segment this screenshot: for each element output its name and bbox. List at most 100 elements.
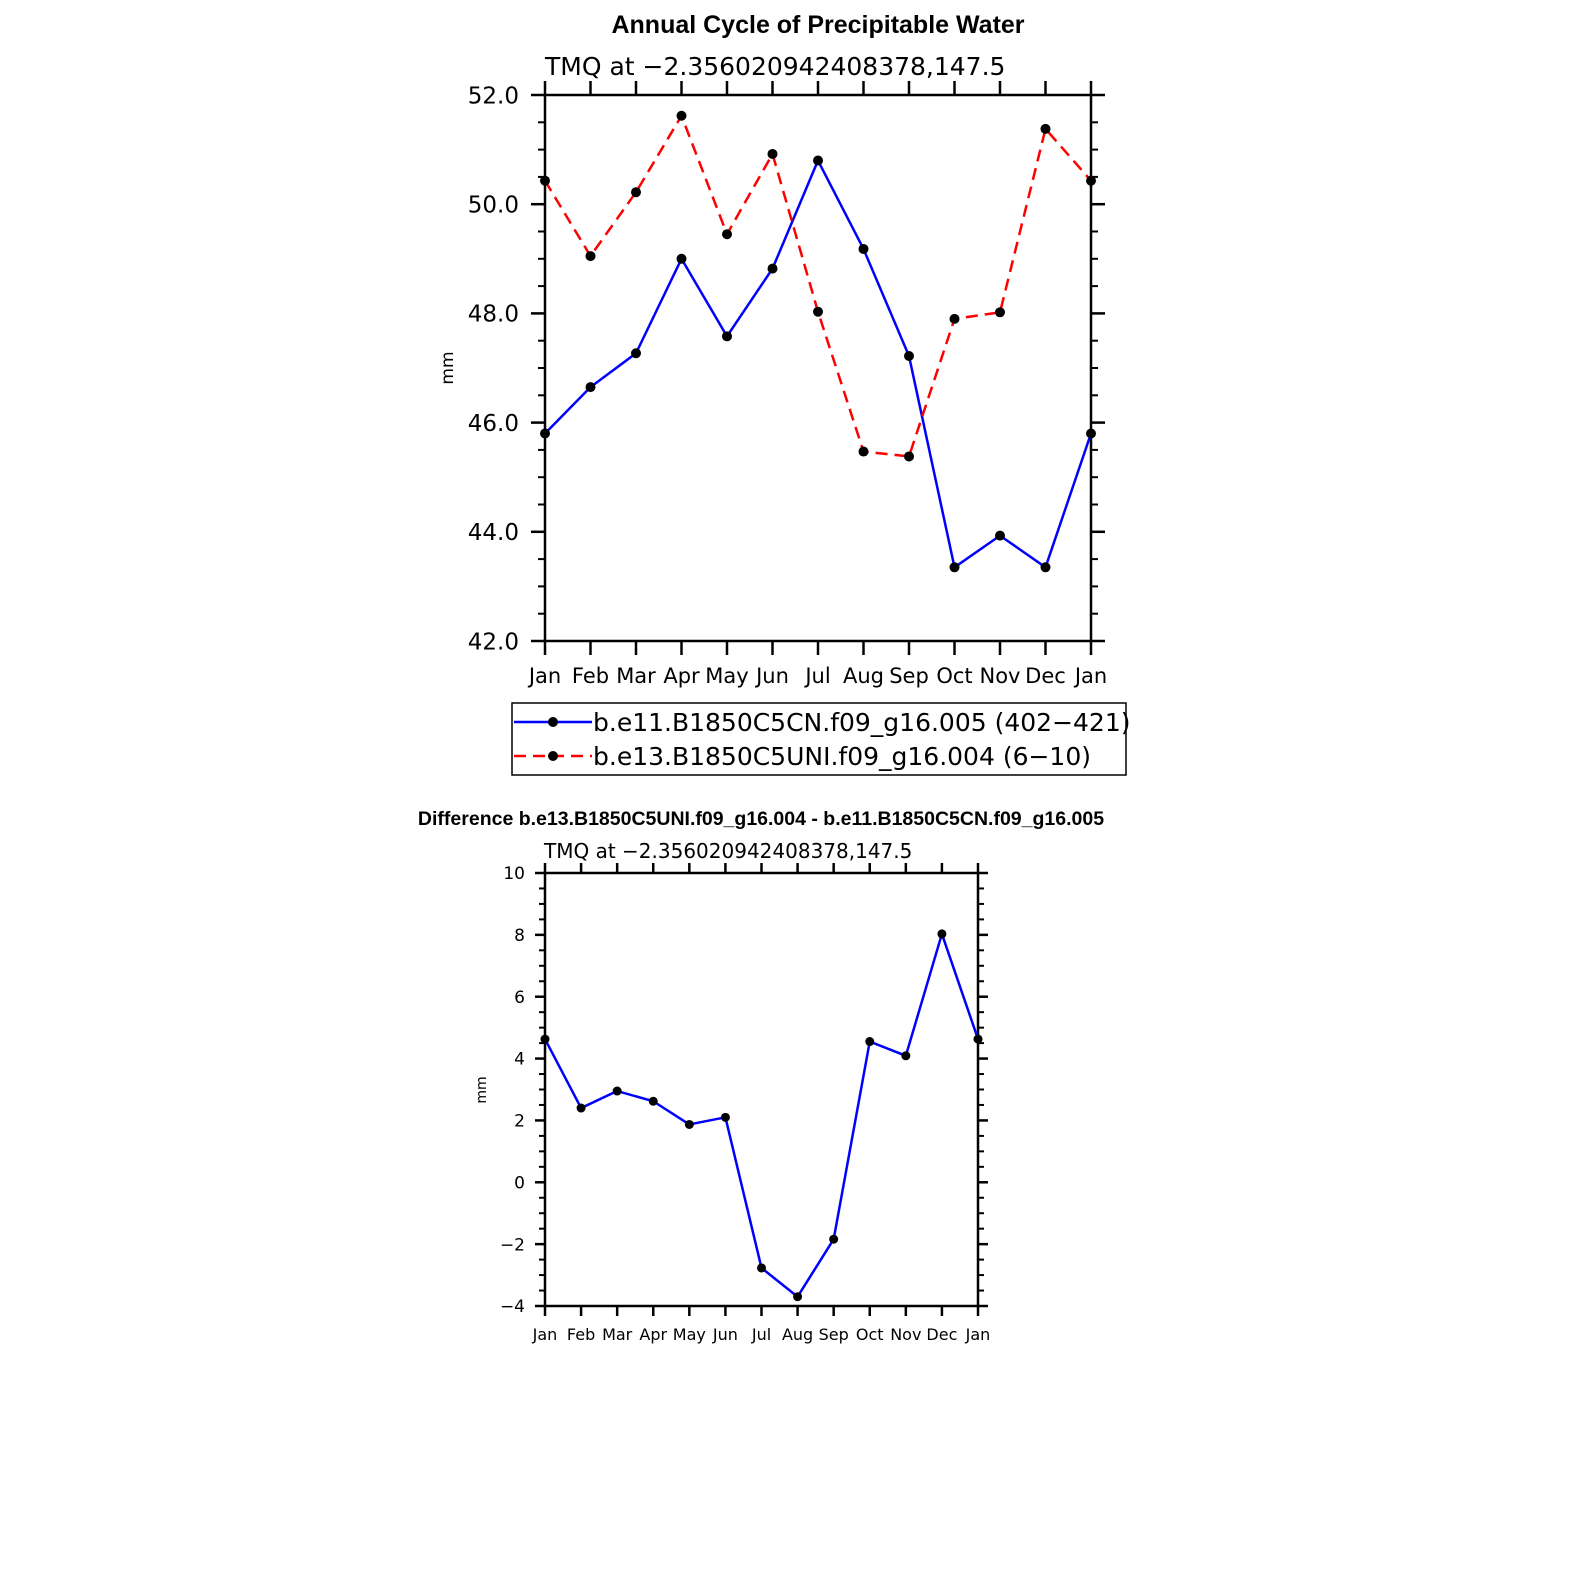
series-1-point xyxy=(904,350,914,361)
series-1-point xyxy=(1086,428,1096,439)
series-2-point xyxy=(722,229,732,240)
series-line-2 xyxy=(543,114,1092,458)
series-1-point xyxy=(576,1103,586,1113)
series-line-1 xyxy=(544,159,1093,569)
x-tick-label: Nov xyxy=(980,664,1021,688)
plot-border xyxy=(543,93,1093,643)
series-1-point xyxy=(720,1112,730,1122)
chart-title: Difference b.e13.B1850C5UNI.f09_g16.004 … xyxy=(418,808,1104,830)
series-1-point xyxy=(540,1034,550,1044)
x-tick-label: Apr xyxy=(663,664,700,688)
legend-box xyxy=(511,702,1127,776)
series-1-point xyxy=(767,263,778,274)
chart-subtitle: TMQ at −2.356020942408378,147.5 xyxy=(544,52,1005,81)
y-tick-labels: −4 −2 0 2 4 6 8 10 xyxy=(500,864,525,1317)
legend-label-series-2: b.e13.B1850C5UNI.f09_g16.004 (6−10) xyxy=(593,742,1091,771)
legend-label-series-1: b.e11.B1850C5CN.f09_g16.005 (402−421) xyxy=(593,708,1131,737)
x-tick-label: Feb xyxy=(567,1325,595,1344)
plot-frame xyxy=(535,863,988,1316)
series-1-point xyxy=(858,243,869,254)
x-tick-label: Sep xyxy=(889,664,929,688)
x-tick-label: Dec xyxy=(926,1325,957,1344)
series-1-point xyxy=(722,331,732,342)
y-tick-label: 2 xyxy=(514,1112,525,1132)
series-2-point xyxy=(904,451,914,462)
annual-cycle-chart: Annual Cycle of Precipitable Water TMQ a… xyxy=(438,11,1131,776)
y-tick-labels: 42.0 44.0 46.0 48.0 50.0 52.0 xyxy=(468,83,519,655)
x-tick-label: May xyxy=(673,1325,706,1344)
y-tick-label: −4 xyxy=(500,1297,525,1317)
x-tick-label: Jun xyxy=(754,664,789,688)
x-tick-label: Mar xyxy=(616,664,656,688)
series-2-point xyxy=(767,148,778,159)
series-2-point xyxy=(858,446,869,457)
series-1-point xyxy=(973,1034,983,1044)
series-group xyxy=(540,110,1096,573)
y-tick-label: −2 xyxy=(500,1235,525,1255)
legend: b.e11.B1850C5CN.f09_g16.005 (402−421) b.… xyxy=(511,702,1131,776)
series-2-point xyxy=(1086,175,1096,186)
series-2-point xyxy=(1040,123,1051,134)
x-tick-label: May xyxy=(705,664,748,688)
series-1-point xyxy=(585,382,596,393)
series-1-point xyxy=(757,1263,766,1273)
x-tick-label: Jan xyxy=(532,1325,558,1344)
series-1-point xyxy=(793,1292,803,1302)
y-tick-label: 0 xyxy=(514,1173,525,1193)
x-tick-label: Aug xyxy=(843,664,884,688)
x-tick-label: Dec xyxy=(1025,664,1066,688)
x-tick-label: Jan xyxy=(1073,664,1107,688)
y-tick-label: 42.0 xyxy=(468,629,519,655)
y-tick-label: 48.0 xyxy=(468,302,519,328)
series-1-point xyxy=(937,929,947,939)
series-1-point xyxy=(612,1086,622,1096)
x-tick-label: Jul xyxy=(803,664,830,688)
series-1-point xyxy=(865,1037,875,1047)
legend-marker-series-2 xyxy=(548,751,558,761)
y-tick-label: 50.0 xyxy=(468,192,519,218)
series-1-point xyxy=(676,253,687,264)
y-axis-label: mm xyxy=(474,1076,490,1103)
series-1-point xyxy=(684,1119,694,1129)
x-tick-label: Aug xyxy=(782,1325,813,1344)
x-tick-label: Jul xyxy=(751,1325,771,1344)
series-2-point xyxy=(540,175,550,186)
series-2-point xyxy=(813,306,823,317)
difference-chart: Difference b.e13.B1850C5UNI.f09_g16.004 … xyxy=(418,808,1104,1344)
x-tick-label: Nov xyxy=(890,1325,921,1344)
x-tick-label: Feb xyxy=(572,664,609,688)
x-tick-label: Mar xyxy=(602,1325,633,1344)
plot-border xyxy=(543,871,980,1308)
x-tick-labels: Jan Feb Mar Apr May Jun Jul Aug Sep Oct Nov Dec Jan xyxy=(527,664,1107,688)
chart-subtitle: TMQ at −2.356020942408378,147.5 xyxy=(543,839,912,863)
x-tick-label: Sep xyxy=(819,1325,849,1344)
x-tick-label: Oct xyxy=(936,664,972,688)
series-1-point xyxy=(648,1096,658,1106)
plot-frame xyxy=(531,81,1105,655)
x-tick-label: Oct xyxy=(856,1325,884,1344)
series-1-point xyxy=(901,1051,911,1061)
legend-marker-series-1 xyxy=(548,717,558,727)
x-tick-label: Jun xyxy=(712,1325,738,1344)
series-2-point xyxy=(631,187,641,198)
series-1-point xyxy=(995,530,1005,541)
x-tick-label: Jan xyxy=(965,1325,991,1344)
series-1-point xyxy=(949,562,960,573)
series-2-point xyxy=(949,313,960,324)
y-tick-label: 8 xyxy=(514,926,525,946)
y-tick-label: 6 xyxy=(514,988,525,1008)
series-1-point xyxy=(1040,562,1051,573)
x-tick-label: Jan xyxy=(527,664,561,688)
y-tick-label: 46.0 xyxy=(468,411,519,437)
y-tick-label: 52.0 xyxy=(468,83,519,109)
chart-title: Annual Cycle of Precipitable Water xyxy=(611,11,1024,39)
series-2-point xyxy=(995,307,1005,318)
series-1-point xyxy=(813,155,823,166)
series-group xyxy=(540,929,983,1302)
series-2-point xyxy=(676,110,687,121)
x-tick-labels: Jan Feb Mar Apr May Jun Jul Aug Sep Oct Nov Dec Jan xyxy=(532,1325,991,1344)
y-tick-label: 4 xyxy=(514,1050,525,1070)
series-1-point xyxy=(540,428,550,439)
series-2-point xyxy=(585,251,596,262)
